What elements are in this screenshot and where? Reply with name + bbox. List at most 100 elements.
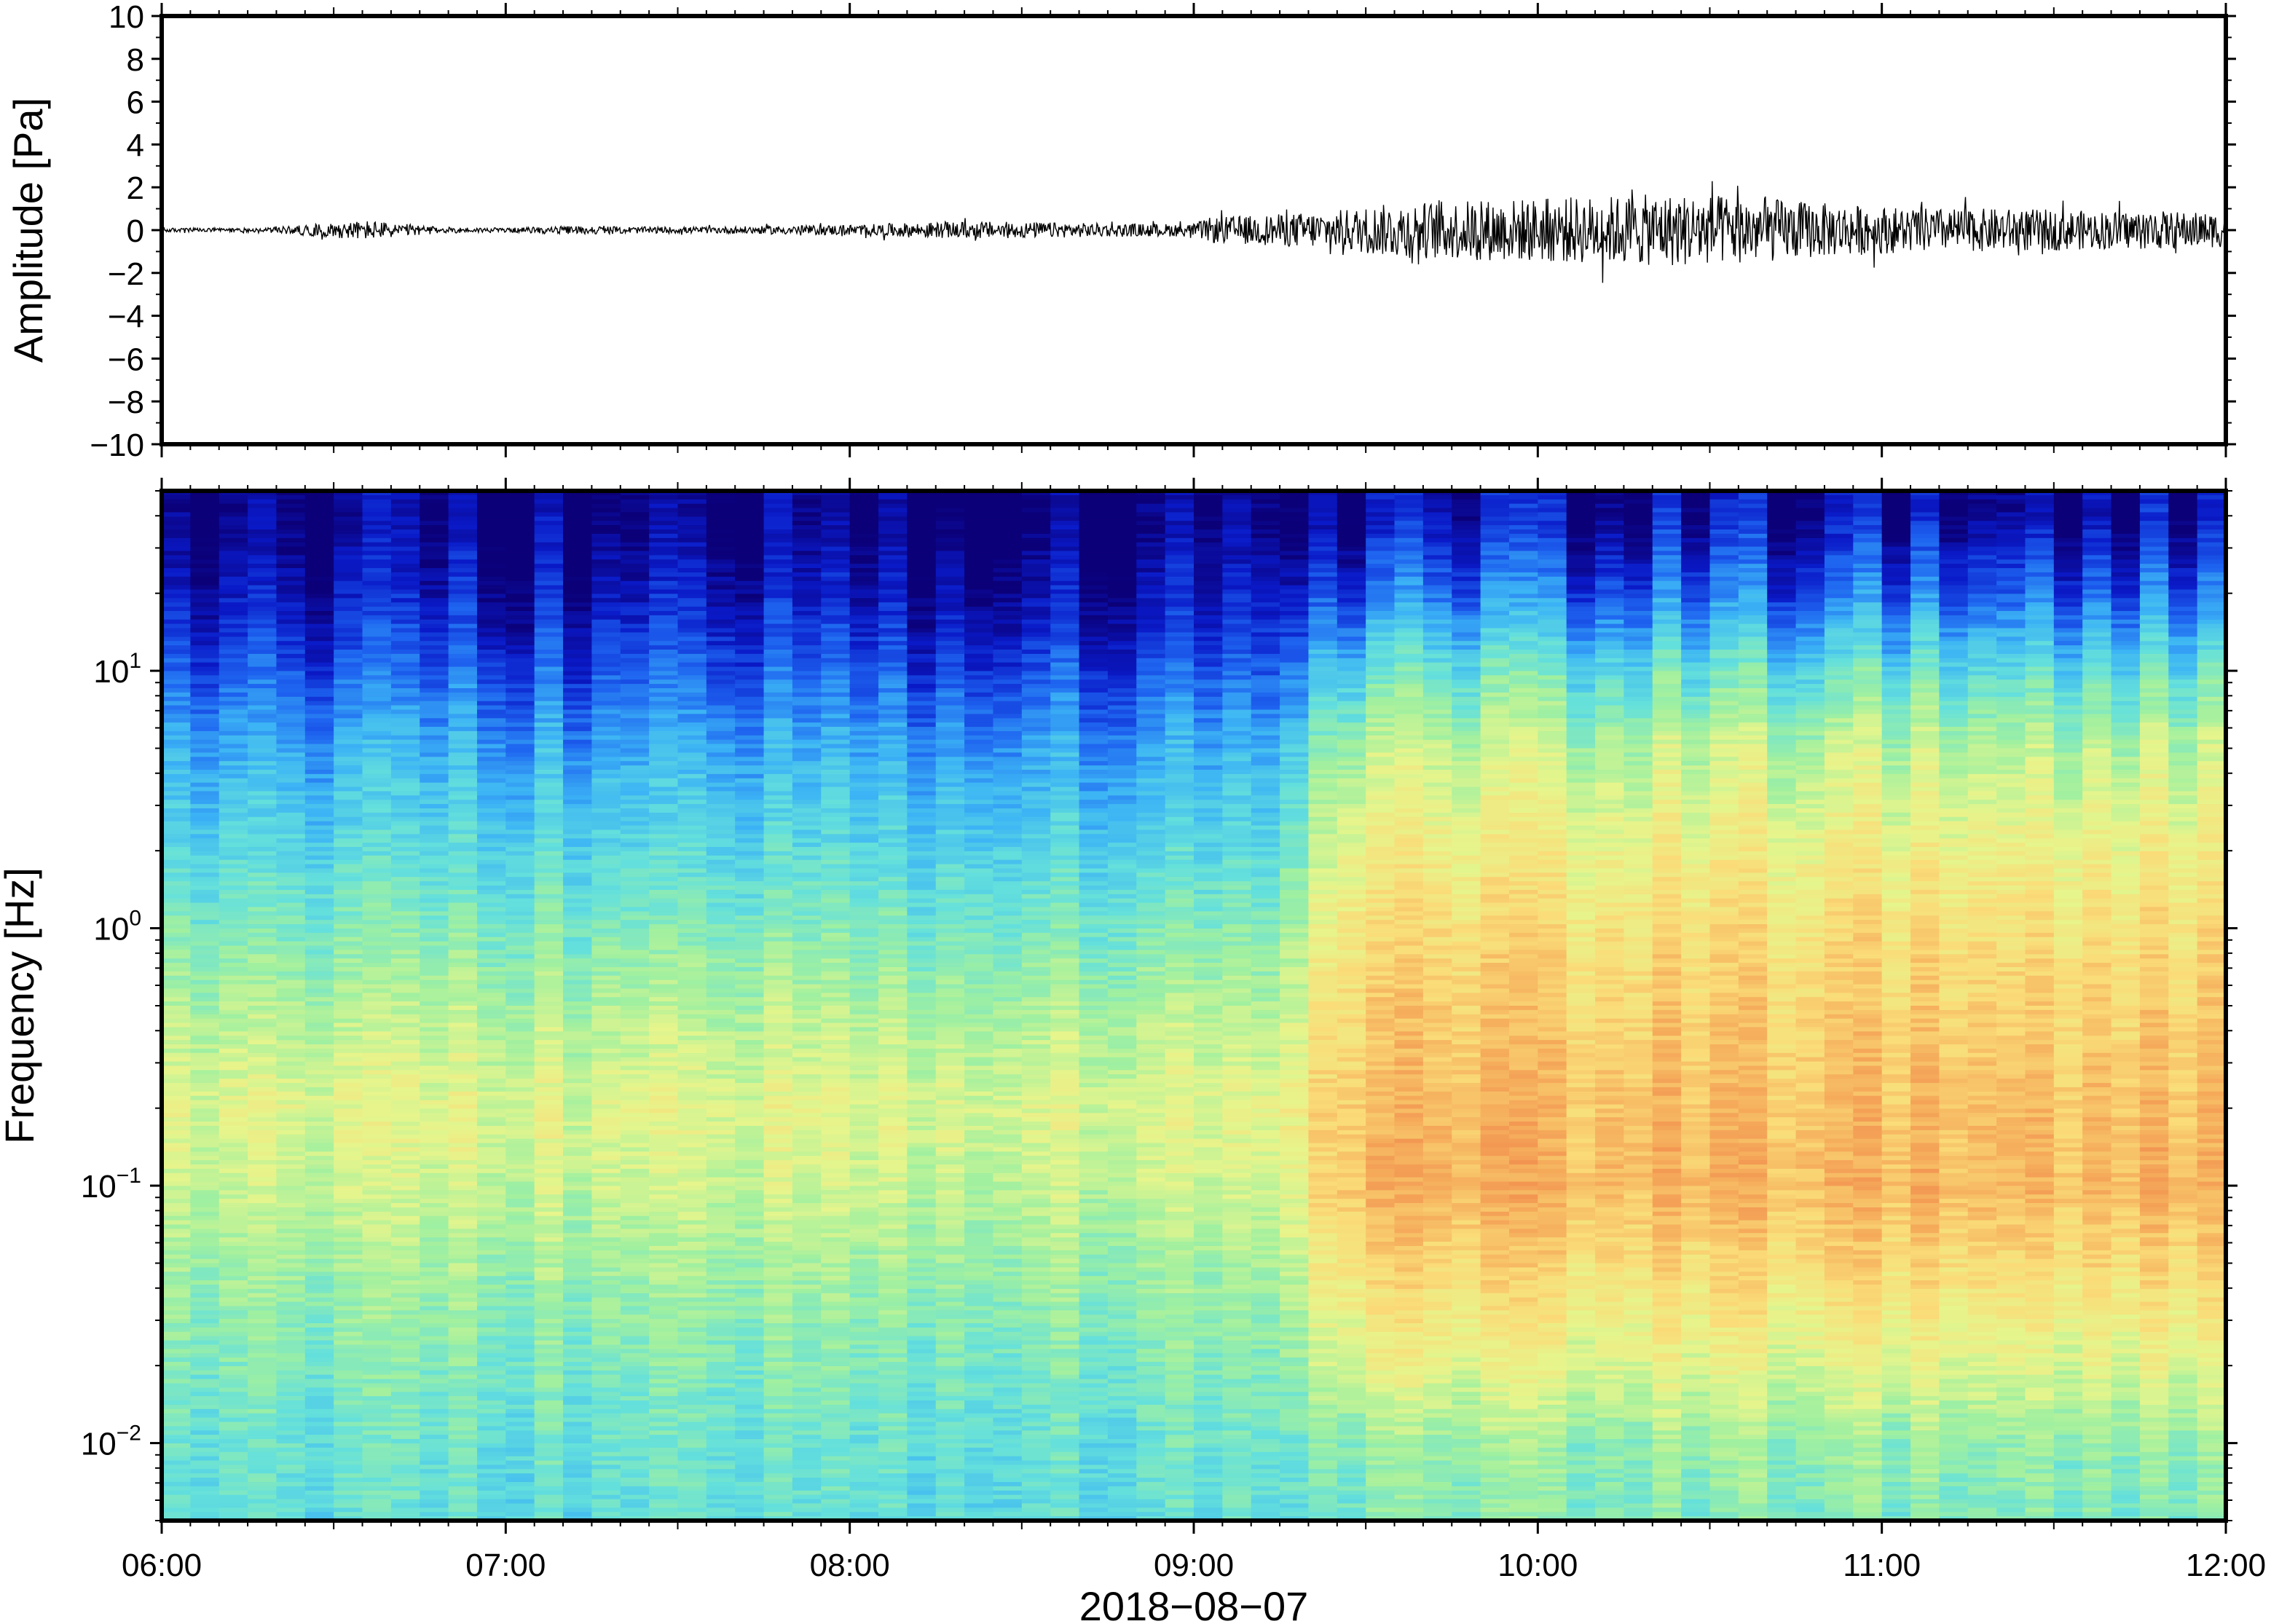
spectrogram-cell: [276, 1203, 306, 1208]
spectrogram-cell: [390, 1473, 421, 1478]
spectrogram-cell: [476, 1276, 507, 1281]
spectrogram-cell: [649, 971, 679, 977]
spectrogram-cell: [448, 692, 478, 698]
spectrogram-cell: [476, 1469, 507, 1474]
spectrogram-cell: [219, 1014, 248, 1020]
spectrogram-cell: [591, 821, 621, 827]
spectrogram-cell: [649, 1134, 679, 1140]
spectrogram-cell: [677, 491, 707, 496]
spectrogram-cell: [420, 795, 449, 800]
spectrogram-cell: [248, 1422, 278, 1427]
spectrogram-cell: [476, 847, 507, 852]
spectrogram-cell: [219, 748, 248, 754]
spectrogram-cell: [706, 791, 736, 797]
spectrogram-cell: [563, 1383, 593, 1389]
spectrogram-cell: [677, 984, 707, 990]
spectrogram-cell: [591, 1104, 621, 1110]
spectrogram-cell: [248, 1263, 278, 1269]
spectrogram-cell: [420, 834, 449, 840]
spectrogram-cell: [420, 1242, 449, 1247]
spectrogram-cell: [706, 744, 736, 749]
spectrogram-cell: [563, 696, 593, 702]
spectrogram-cell: [677, 542, 707, 548]
spectrogram-cell: [505, 834, 535, 840]
spectrogram-cell: [706, 1095, 736, 1101]
spectrogram-cell: [334, 1203, 363, 1208]
spectrogram-cell: [304, 580, 334, 586]
spectrogram-cell: [219, 1057, 248, 1063]
spectrogram-cell: [162, 684, 192, 689]
spectrogram-cell: [190, 881, 220, 886]
spectrogram-cell: [190, 993, 220, 998]
spectrogram-cell: [591, 932, 621, 938]
spectrogram-cell: [248, 1512, 278, 1517]
spectrogram-cell: [219, 1104, 248, 1110]
spectrogram-cell: [649, 1413, 679, 1419]
spectrogram-cell: [448, 898, 478, 904]
spectrogram-cell: [334, 730, 363, 736]
spectrogram-cell: [649, 894, 679, 899]
spectrogram-cell: [362, 1031, 392, 1037]
spectrogram-cell: [248, 491, 278, 496]
spectrogram-cell: [677, 1297, 707, 1303]
spectrogram-cell: [390, 1018, 421, 1024]
spectrogram-cell: [420, 645, 449, 650]
spectrogram-cell: [448, 1190, 478, 1196]
spectrogram-cell: [390, 542, 421, 548]
spectrogram-cell: [248, 997, 278, 1002]
spectrogram-cell: [304, 872, 334, 878]
spectrogram-cell: [304, 1194, 334, 1199]
spectrogram-cell: [591, 838, 621, 843]
spectrogram-cell: [677, 572, 707, 578]
spectrogram-cell: [591, 795, 621, 800]
spectrogram-cell: [390, 1272, 421, 1277]
spectrogram-cell: [219, 1138, 248, 1144]
spectrogram-cell: [563, 800, 593, 805]
spectrogram-cell: [505, 744, 535, 749]
spectrogram-cell: [362, 1365, 392, 1371]
spectrogram-cell: [276, 1001, 306, 1006]
spectrogram-cell: [334, 886, 363, 891]
spectrogram-cell: [476, 1323, 507, 1328]
spectrogram-cell: [219, 1306, 248, 1312]
spectrogram-cell: [620, 1490, 650, 1496]
spectrogram-cell: [276, 1430, 306, 1435]
spectrogram-cell: [476, 963, 507, 968]
spectrogram-cell: [649, 645, 679, 650]
spectrogram-cell: [276, 580, 306, 586]
spectrogram-cell: [563, 859, 593, 865]
spectrogram-cell: [677, 744, 707, 749]
spectrogram-cell: [334, 696, 363, 702]
spectrogram-cell: [420, 1314, 449, 1320]
spectrogram-cell: [334, 623, 363, 629]
spectrogram-cell: [190, 1224, 220, 1230]
spectrogram-cell: [677, 684, 707, 689]
spectrogram-cell: [591, 898, 621, 904]
spectrogram-cell: [448, 1070, 478, 1076]
spectrogram-cell: [563, 1336, 593, 1341]
spectrogram-cell: [649, 1443, 679, 1448]
spectrogram-cell: [448, 765, 478, 770]
spectrogram-cell: [534, 619, 564, 625]
waveform-line: [162, 181, 2226, 283]
spectrogram-cell: [706, 979, 736, 985]
spectrogram-cell: [304, 701, 334, 706]
spectrogram-cell: [248, 551, 278, 556]
spectrogram-cell: [620, 559, 650, 564]
spectrogram-cell: [362, 821, 392, 827]
spectrogram-cell: [420, 886, 449, 891]
spectrogram-cell: [420, 825, 449, 831]
spectrogram-cell: [563, 847, 593, 852]
spectrogram-cell: [591, 1164, 621, 1170]
spectrogram-cell: [563, 658, 593, 663]
spectrogram-cell: [677, 615, 707, 620]
spectrogram-cell: [219, 1233, 248, 1238]
spectrogram-cell: [219, 898, 248, 904]
spectrogram-cell: [505, 1122, 535, 1127]
spectrogram-cell: [334, 598, 363, 603]
spectrogram-cell: [563, 872, 593, 878]
spectrogram-cell: [620, 525, 650, 530]
spectrogram-cell: [591, 1006, 621, 1011]
spectrogram-cell: [362, 1237, 392, 1242]
spectrogram-cell: [219, 744, 248, 749]
